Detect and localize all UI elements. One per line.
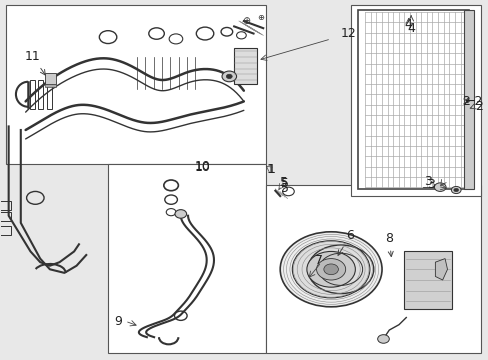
Text: 8: 8 bbox=[385, 233, 392, 257]
Bar bbox=[0, 212, 11, 221]
Text: 11: 11 bbox=[25, 50, 45, 75]
Circle shape bbox=[226, 74, 232, 78]
Text: 3: 3 bbox=[427, 178, 434, 191]
Bar bbox=[6, 5, 265, 164]
Bar bbox=[0, 226, 11, 235]
Text: 3: 3 bbox=[423, 175, 431, 188]
Bar bbox=[45, 84, 56, 87]
Bar bbox=[0, 202, 11, 210]
Text: ⊕: ⊕ bbox=[257, 13, 264, 22]
Circle shape bbox=[175, 210, 186, 218]
Text: ←2: ←2 bbox=[464, 95, 482, 108]
Bar bbox=[30, 80, 35, 109]
Circle shape bbox=[316, 258, 345, 280]
Text: 1: 1 bbox=[267, 163, 275, 176]
Text: 5: 5 bbox=[281, 183, 288, 195]
Bar bbox=[357, 10, 468, 189]
Circle shape bbox=[377, 335, 388, 343]
Bar bbox=[403, 251, 451, 309]
Text: 6: 6 bbox=[337, 229, 354, 255]
Circle shape bbox=[222, 71, 236, 82]
Circle shape bbox=[433, 183, 445, 192]
Circle shape bbox=[450, 186, 460, 194]
Text: 5: 5 bbox=[280, 176, 287, 189]
Text: 12: 12 bbox=[340, 27, 355, 40]
Text: 5: 5 bbox=[281, 177, 288, 190]
Bar bbox=[108, 164, 265, 353]
Bar bbox=[38, 80, 42, 109]
Text: 4: 4 bbox=[407, 16, 414, 35]
Bar bbox=[265, 185, 481, 353]
Text: 10: 10 bbox=[194, 160, 210, 173]
Bar bbox=[47, 80, 52, 109]
Text: 2: 2 bbox=[475, 100, 483, 113]
Circle shape bbox=[306, 251, 355, 287]
Text: 7: 7 bbox=[314, 254, 323, 267]
Circle shape bbox=[323, 264, 338, 275]
Bar bbox=[234, 48, 257, 84]
Circle shape bbox=[453, 188, 458, 192]
Text: 4: 4 bbox=[404, 18, 412, 31]
Text: 2: 2 bbox=[461, 95, 469, 108]
Text: 10: 10 bbox=[194, 161, 210, 174]
Bar bbox=[45, 73, 56, 84]
Circle shape bbox=[280, 232, 381, 307]
Polygon shape bbox=[434, 258, 447, 280]
Text: 9: 9 bbox=[114, 315, 122, 328]
Bar bbox=[464, 10, 473, 189]
Circle shape bbox=[292, 241, 369, 298]
Text: ⊕: ⊕ bbox=[242, 16, 250, 26]
Bar bbox=[350, 5, 481, 196]
Text: 1: 1 bbox=[266, 163, 274, 176]
